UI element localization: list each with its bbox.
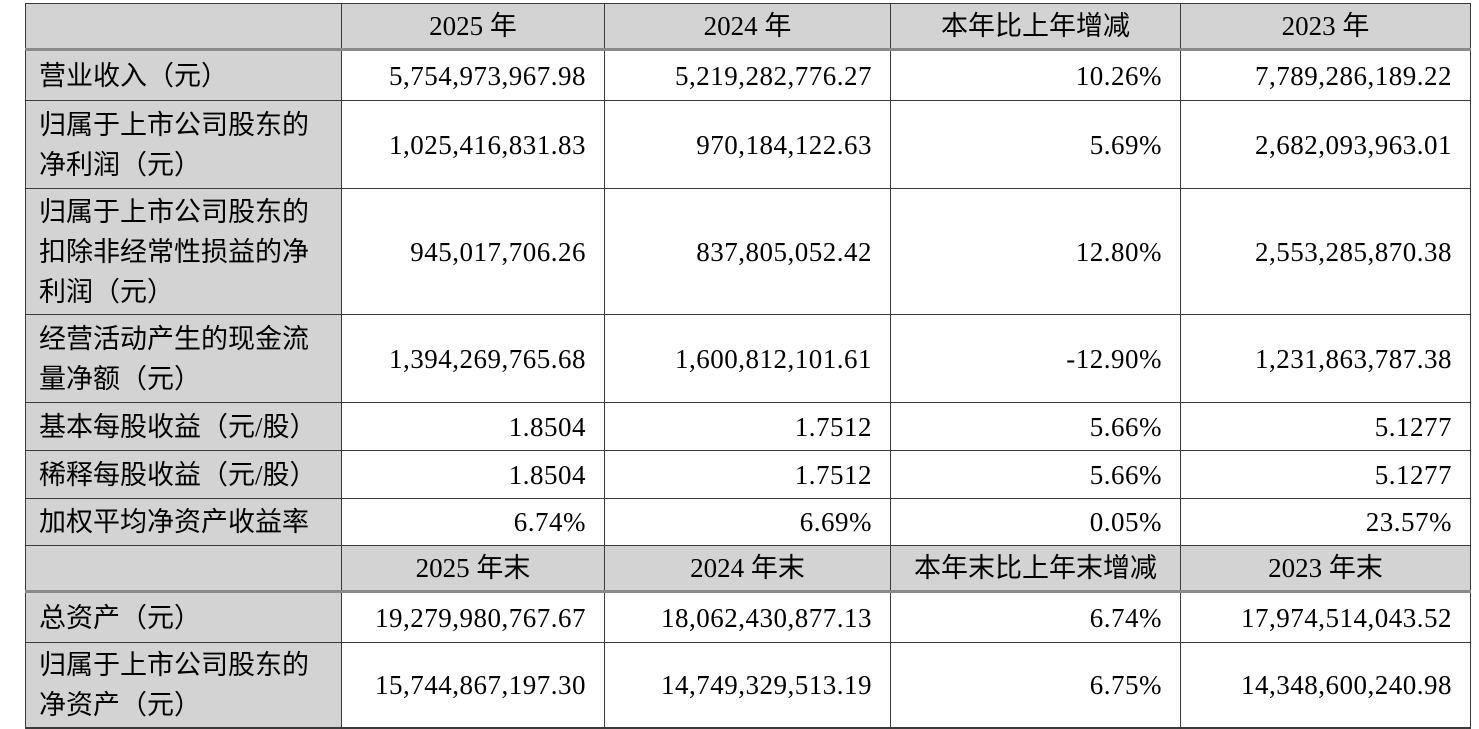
period-end-header-row: 2025 年末 2024 年末 本年末比上年末增减 2023 年末 bbox=[25, 545, 1471, 593]
col-header-2023: 2023 年 bbox=[1180, 3, 1471, 51]
table-row-total-assets: 总资产（元） 19,279,980,767.67 18,062,430,877.… bbox=[25, 591, 1471, 643]
metric-label: 经营活动产生的现金流量净额（元） bbox=[25, 314, 342, 403]
metric-label: 稀释每股收益（元/股） bbox=[25, 450, 342, 499]
value-2023: 14,348,600,240.98 bbox=[1180, 642, 1471, 729]
value-2025: 1,394,269,765.68 bbox=[341, 314, 605, 403]
value-2024: 14,749,329,513.19 bbox=[604, 642, 891, 729]
value-change: 12.80% bbox=[890, 188, 1181, 315]
value-2025: 1.8504 bbox=[341, 450, 605, 499]
metric-label: 营业收入（元） bbox=[25, 49, 342, 101]
value-2025: 1,025,416,831.83 bbox=[341, 100, 605, 189]
value-2024: 970,184,122.63 bbox=[604, 100, 891, 189]
value-2024: 18,062,430,877.13 bbox=[604, 591, 891, 643]
metric-label: 总资产（元） bbox=[25, 591, 342, 643]
value-2023: 5.1277 bbox=[1180, 450, 1471, 499]
col-header-yoy-end-change: 本年末比上年末增减 bbox=[890, 545, 1181, 593]
table-row-basic-eps: 基本每股收益（元/股） 1.8504 1.7512 5.66% 5.1277 bbox=[25, 402, 1471, 451]
value-2023: 23.57% bbox=[1180, 498, 1471, 546]
table-row-net-profit-excl-nonrecurring: 归属于上市公司股东的扣除非经常性损益的净利润（元） 945,017,706.26… bbox=[25, 188, 1471, 315]
table-row-net-profit: 归属于上市公司股东的净利润（元） 1,025,416,831.83 970,18… bbox=[25, 100, 1471, 189]
value-2024: 1.7512 bbox=[604, 450, 891, 499]
col-header-2025-end: 2025 年末 bbox=[341, 545, 605, 593]
value-change: 5.66% bbox=[890, 450, 1181, 499]
value-2023: 1,231,863,787.38 bbox=[1180, 314, 1471, 403]
metric-label: 归属于上市公司股东的净利润（元） bbox=[25, 100, 342, 189]
value-2023: 2,553,285,870.38 bbox=[1180, 188, 1471, 315]
value-change: -12.90% bbox=[890, 314, 1181, 403]
value-2025: 1.8504 bbox=[341, 402, 605, 451]
metric-label: 归属于上市公司股东的净资产（元） bbox=[25, 642, 342, 729]
col-header-2024-end: 2024 年末 bbox=[604, 545, 891, 593]
value-change: 6.75% bbox=[890, 642, 1181, 729]
value-2025: 19,279,980,767.67 bbox=[341, 591, 605, 643]
value-2024: 6.69% bbox=[604, 498, 891, 546]
corner-cell bbox=[25, 545, 342, 593]
metric-label: 加权平均净资产收益率 bbox=[25, 498, 342, 546]
col-header-2025: 2025 年 bbox=[341, 3, 605, 51]
table-row-revenue: 营业收入（元） 5,754,973,967.98 5,219,282,776.2… bbox=[25, 49, 1471, 101]
value-2023: 7,789,286,189.22 bbox=[1180, 49, 1471, 101]
value-2024: 1.7512 bbox=[604, 402, 891, 451]
table-row-weighted-avg-roe: 加权平均净资产收益率 6.74% 6.69% 0.05% 23.57% bbox=[25, 498, 1471, 546]
period-header-row: 2025 年 2024 年 本年比上年增减 2023 年 bbox=[25, 3, 1471, 51]
value-2025: 945,017,706.26 bbox=[341, 188, 605, 315]
value-2025: 5,754,973,967.98 bbox=[341, 49, 605, 101]
metric-label: 归属于上市公司股东的扣除非经常性损益的净利润（元） bbox=[25, 188, 342, 315]
value-2024: 1,600,812,101.61 bbox=[604, 314, 891, 403]
col-header-yoy-change: 本年比上年增减 bbox=[890, 3, 1181, 51]
value-change: 5.66% bbox=[890, 402, 1181, 451]
financial-summary-table: 2025 年 2024 年 本年比上年增减 2023 年 营业收入（元） 5,7… bbox=[25, 3, 1471, 729]
value-2023: 5.1277 bbox=[1180, 402, 1471, 451]
col-header-2023-end: 2023 年末 bbox=[1180, 545, 1471, 593]
value-2023: 2,682,093,963.01 bbox=[1180, 100, 1471, 189]
value-change: 6.74% bbox=[890, 591, 1181, 643]
value-2025: 6.74% bbox=[341, 498, 605, 546]
value-2023: 17,974,514,043.52 bbox=[1180, 591, 1471, 643]
value-2024: 837,805,052.42 bbox=[604, 188, 891, 315]
value-change: 5.69% bbox=[890, 100, 1181, 189]
table-row-operating-cash-flow: 经营活动产生的现金流量净额（元） 1,394,269,765.68 1,600,… bbox=[25, 314, 1471, 403]
value-2025: 15,744,867,197.30 bbox=[341, 642, 605, 729]
corner-cell bbox=[25, 3, 342, 51]
col-header-2024: 2024 年 bbox=[604, 3, 891, 51]
table-row-diluted-eps: 稀释每股收益（元/股） 1.8504 1.7512 5.66% 5.1277 bbox=[25, 450, 1471, 499]
metric-label: 基本每股收益（元/股） bbox=[25, 402, 342, 451]
value-change: 0.05% bbox=[890, 498, 1181, 546]
table-row-net-assets: 归属于上市公司股东的净资产（元） 15,744,867,197.30 14,74… bbox=[25, 642, 1471, 729]
value-2024: 5,219,282,776.27 bbox=[604, 49, 891, 101]
value-change: 10.26% bbox=[890, 49, 1181, 101]
